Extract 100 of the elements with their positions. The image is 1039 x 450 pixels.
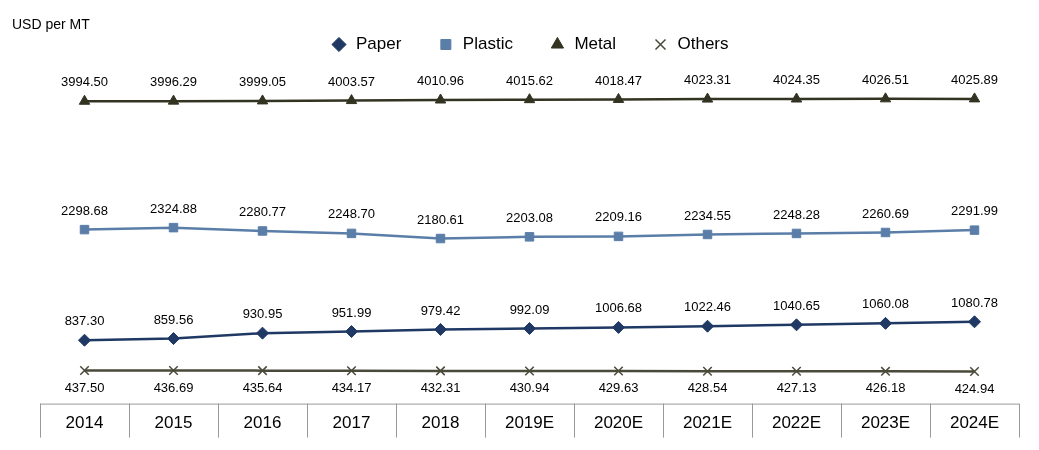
data-label: 4015.62 (506, 72, 553, 88)
point (880, 366, 891, 377)
point (880, 227, 891, 238)
data-label: 4010.96 (417, 73, 464, 89)
point (346, 228, 357, 239)
data-label: 1040.65 (773, 297, 820, 313)
point (701, 319, 714, 333)
data-label: 2209.16 (595, 209, 642, 225)
point (346, 365, 357, 376)
data-label: 4003.57 (328, 73, 375, 89)
data-label: 436.69 (153, 379, 194, 395)
x-tick-label: 2014 (65, 413, 104, 433)
point (435, 233, 446, 244)
point (435, 365, 446, 376)
data-label: 432.31 (420, 379, 461, 395)
point (791, 366, 802, 377)
data-label: 1060.08 (862, 296, 909, 312)
point (256, 326, 269, 340)
data-label: 2260.69 (862, 205, 909, 221)
data-label: 2298.68 (61, 202, 108, 218)
data-label: 430.94 (509, 380, 550, 396)
data-label: 2203.08 (506, 209, 553, 225)
x-tick-label: 2023E (860, 413, 911, 433)
data-label: 992.09 (509, 301, 550, 317)
data-label: 4018.47 (595, 72, 642, 88)
x-tick-label: 2017 (332, 413, 371, 433)
x-tick-label: 2020E (593, 413, 644, 433)
data-label: 428.54 (687, 380, 728, 396)
data-label: 4026.51 (862, 71, 909, 87)
point (969, 225, 980, 235)
data-label: 1022.46 (684, 299, 731, 315)
x-tick-label: 2019E (504, 413, 555, 433)
data-label: 429.63 (598, 380, 639, 396)
point (79, 365, 90, 376)
y-axis-title: USD per MT (12, 16, 90, 32)
point (257, 365, 268, 376)
data-label: 426.18 (865, 380, 906, 396)
point (612, 92, 625, 103)
point (969, 366, 980, 377)
data-label: 951.99 (331, 304, 372, 320)
data-label: 2291.99 (951, 203, 998, 219)
point (879, 92, 892, 103)
point (167, 94, 180, 105)
point (345, 94, 358, 105)
x-tick-label: 2024E (949, 413, 1000, 433)
data-label: 2234.55 (684, 207, 731, 223)
point (523, 322, 536, 336)
legend-label: Others (677, 34, 729, 54)
data-label: 434.17 (331, 379, 372, 395)
data-label: 1006.68 (595, 300, 642, 316)
data-label: 2324.88 (150, 200, 197, 216)
point (434, 93, 447, 104)
point (524, 232, 535, 242)
point (524, 365, 535, 376)
point (968, 92, 981, 103)
point (523, 93, 536, 104)
data-label: 979.42 (420, 302, 461, 318)
data-label: 4024.35 (773, 72, 820, 88)
point (256, 94, 269, 105)
point (345, 325, 358, 339)
data-label: 859.56 (153, 311, 194, 327)
point (168, 222, 179, 233)
data-label: 4023.31 (684, 72, 731, 88)
point (79, 224, 90, 235)
point (702, 229, 713, 240)
data-label: 435.64 (242, 379, 283, 395)
data-label: 424.94 (954, 380, 995, 396)
data-label: 3999.05 (239, 73, 286, 89)
point (257, 226, 268, 236)
x-tick-label: 2015 (154, 413, 193, 433)
point (879, 316, 892, 330)
x-tick-label: 2018 (421, 413, 460, 433)
point (613, 366, 624, 377)
data-label: 427.13 (776, 380, 817, 396)
point (968, 315, 981, 329)
point (78, 94, 91, 105)
point (167, 332, 180, 346)
data-label: 437.50 (64, 379, 105, 395)
legend-label: Metal (574, 34, 616, 54)
point (434, 322, 447, 336)
data-label: 2180.61 (417, 211, 464, 227)
data-label: 2248.70 (328, 206, 375, 222)
data-label: 2248.28 (773, 206, 820, 222)
x-tick-label: 2021E (682, 413, 733, 433)
point (702, 366, 713, 377)
point (790, 318, 803, 332)
x-tick-label: 2022E (771, 413, 822, 433)
data-label: 4025.89 (951, 71, 998, 87)
point (612, 320, 625, 334)
point (701, 92, 714, 103)
data-label: 2280.77 (239, 204, 286, 220)
point (78, 333, 91, 347)
point (791, 228, 802, 239)
legend-label: Plastic (462, 34, 514, 54)
point (168, 365, 179, 376)
point (613, 231, 624, 242)
data-label: 837.30 (64, 313, 105, 329)
data-label: 3994.50 (61, 74, 108, 90)
data-label: 3996.29 (150, 74, 197, 90)
x-tick-label: 2016 (243, 413, 282, 433)
